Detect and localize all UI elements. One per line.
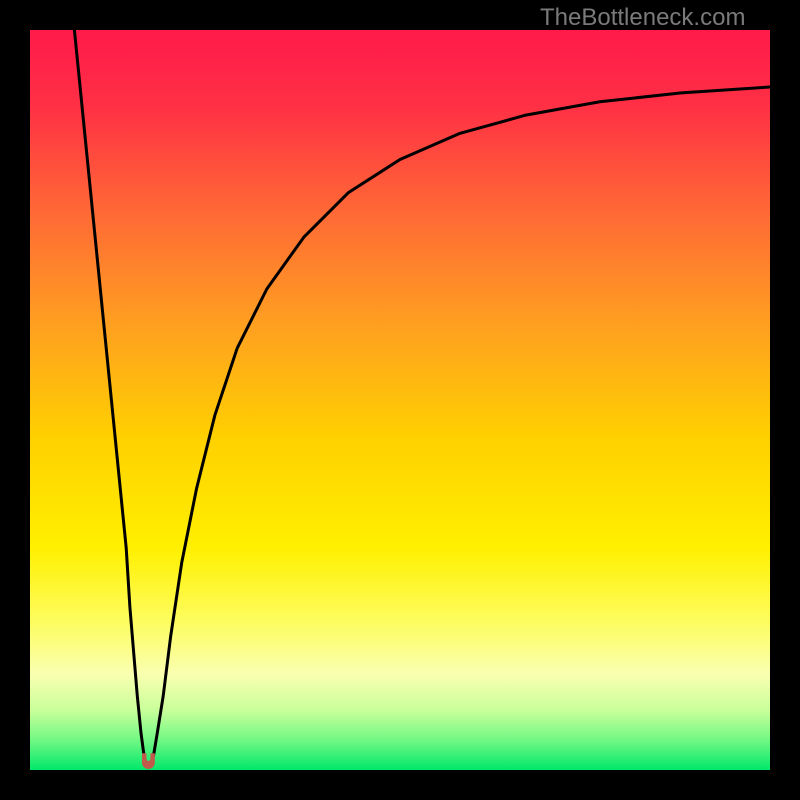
- chart-frame-left: [0, 0, 30, 800]
- watermark-text: TheBottleneck.com: [540, 4, 745, 32]
- bottleneck-chart: [0, 0, 800, 800]
- chart-container: TheBottleneck.com: [0, 0, 800, 800]
- chart-gradient-background: [30, 30, 770, 770]
- chart-frame-bottom: [0, 770, 800, 800]
- chart-frame-right: [770, 0, 800, 800]
